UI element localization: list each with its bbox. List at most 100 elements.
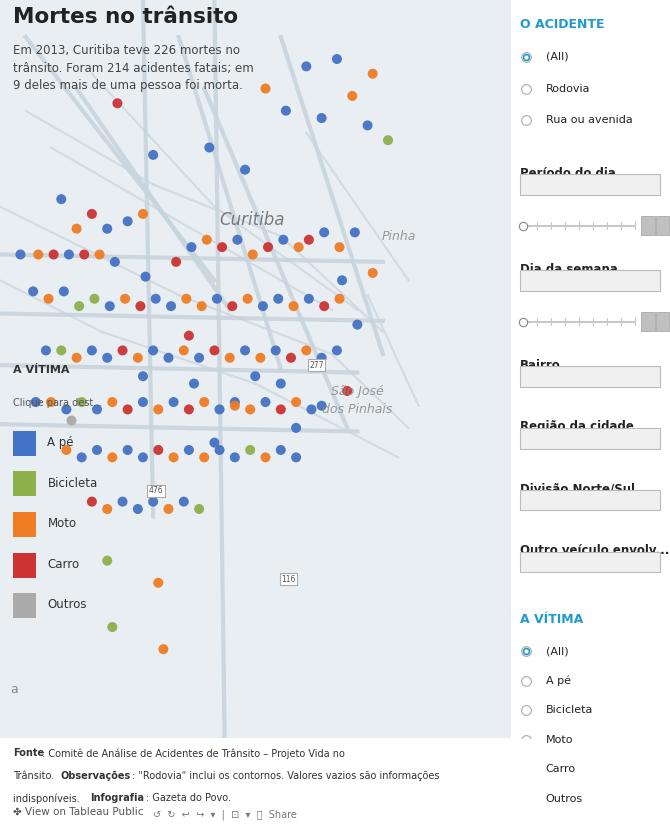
Text: Rodovia: Rodovia	[545, 84, 590, 93]
Point	[71, 222, 82, 236]
Point	[79, 248, 90, 261]
Text: A pé: A pé	[48, 436, 74, 449]
FancyBboxPatch shape	[520, 174, 661, 194]
Point	[232, 233, 243, 246]
Point	[199, 395, 210, 409]
Point	[240, 163, 251, 176]
Point	[367, 67, 378, 80]
Point	[33, 248, 44, 261]
Text: Dia da semana: Dia da semana	[520, 263, 618, 275]
Point	[316, 399, 327, 413]
Point	[204, 141, 214, 154]
Point	[76, 451, 87, 464]
Text: ▼: ▼	[651, 180, 657, 189]
Point	[301, 60, 312, 73]
Text: <: <	[644, 317, 652, 327]
Point	[66, 414, 77, 427]
Text: Outro veículo envolv...: Outro veículo envolv...	[520, 544, 669, 557]
Text: A VÍTIMA: A VÍTIMA	[13, 365, 69, 375]
Text: Moto: Moto	[545, 735, 573, 745]
FancyBboxPatch shape	[520, 366, 661, 386]
Point	[46, 395, 56, 409]
Point	[86, 495, 97, 509]
Text: Outros: Outros	[545, 794, 583, 804]
Point	[122, 215, 133, 228]
Point	[184, 403, 194, 416]
Text: : "Rodovia" inclui os contornos. Valores vazios são informações: : "Rodovia" inclui os contornos. Valores…	[132, 771, 440, 781]
Point	[189, 377, 200, 390]
Point	[352, 318, 362, 331]
Point	[255, 351, 266, 365]
Point	[319, 299, 330, 313]
Point	[334, 241, 345, 254]
Point	[92, 443, 103, 457]
Point	[102, 502, 113, 515]
Point	[196, 299, 207, 313]
Point	[209, 344, 220, 357]
FancyBboxPatch shape	[13, 431, 36, 456]
Point	[216, 241, 227, 254]
Text: ▼: ▼	[651, 495, 657, 504]
Text: Mortes no trânsito: Mortes no trânsito	[13, 7, 238, 27]
Point	[64, 248, 74, 261]
Text: (All): (All)	[528, 275, 549, 285]
Point	[347, 89, 358, 103]
Point	[275, 443, 286, 457]
FancyBboxPatch shape	[520, 270, 661, 290]
Text: Rua ou avenida: Rua ou avenida	[545, 115, 632, 125]
Point	[61, 443, 72, 457]
Point	[332, 344, 342, 357]
Point	[316, 351, 327, 365]
Point	[263, 241, 273, 254]
Point	[383, 133, 393, 146]
Point	[153, 576, 163, 590]
Text: (All): (All)	[545, 52, 568, 62]
Point	[30, 395, 41, 409]
Text: Divisão Norte/Sul: Divisão Norte/Sul	[520, 482, 635, 495]
Text: ▼: ▼	[651, 276, 657, 284]
Point	[288, 299, 299, 313]
Point	[275, 377, 286, 390]
Point	[245, 443, 255, 457]
Point	[74, 299, 84, 313]
Text: ✤ View on Tableau Public: ✤ View on Tableau Public	[13, 806, 143, 816]
Text: (All): (All)	[528, 179, 549, 189]
Point	[334, 292, 345, 305]
Point	[250, 370, 261, 383]
Point	[171, 256, 182, 269]
Point	[304, 292, 314, 305]
FancyBboxPatch shape	[13, 593, 36, 618]
Point	[240, 344, 251, 357]
Point	[58, 284, 69, 298]
Text: Trânsito.: Trânsito.	[13, 771, 54, 781]
Point	[293, 241, 304, 254]
Point	[227, 299, 238, 313]
Point	[270, 344, 281, 357]
Text: Período do dia: Período do dia	[520, 167, 616, 179]
Point	[117, 344, 128, 357]
FancyBboxPatch shape	[656, 216, 669, 236]
FancyBboxPatch shape	[13, 552, 36, 577]
Text: (All): (All)	[528, 371, 549, 381]
Text: Outros: Outros	[48, 599, 87, 611]
Point	[202, 233, 212, 246]
Point	[41, 344, 52, 357]
Point	[153, 443, 163, 457]
Text: 277: 277	[310, 361, 324, 370]
Point	[137, 451, 148, 464]
Point	[122, 403, 133, 416]
Text: a: a	[10, 683, 18, 696]
Text: ▼: ▼	[651, 557, 657, 566]
Point	[107, 395, 118, 409]
Point	[135, 299, 146, 313]
Point	[362, 119, 373, 132]
Text: Bicicleta: Bicicleta	[48, 476, 98, 490]
Point	[306, 403, 317, 416]
Point	[291, 451, 302, 464]
Text: Carro: Carro	[48, 558, 80, 571]
FancyBboxPatch shape	[520, 552, 661, 572]
Point	[122, 443, 133, 457]
Text: A pé: A pé	[545, 676, 571, 686]
Point	[186, 241, 197, 254]
Point	[212, 292, 222, 305]
